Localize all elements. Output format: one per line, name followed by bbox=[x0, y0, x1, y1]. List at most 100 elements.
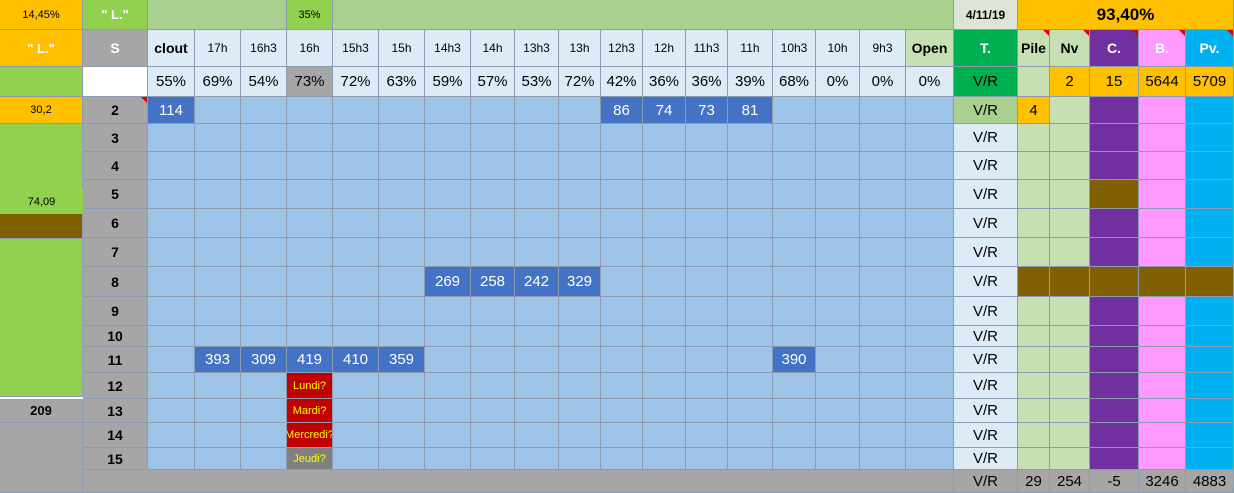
pile-cell[interactable] bbox=[1018, 238, 1050, 267]
b-cell[interactable] bbox=[1139, 97, 1186, 124]
c-cell[interactable] bbox=[1090, 238, 1139, 267]
t-cell[interactable]: V/R bbox=[954, 448, 1018, 470]
c-cell[interactable] bbox=[1090, 373, 1139, 399]
grid-cell[interactable] bbox=[601, 238, 643, 267]
pile-cell[interactable] bbox=[1018, 448, 1050, 470]
footer-gray[interactable] bbox=[83, 470, 954, 493]
grid-cell[interactable] bbox=[471, 180, 515, 209]
grid-cell[interactable] bbox=[425, 423, 471, 448]
grid-cell[interactable] bbox=[241, 326, 287, 347]
b-cell[interactable] bbox=[1139, 448, 1186, 470]
grid-cell[interactable] bbox=[425, 297, 471, 326]
b-cell[interactable] bbox=[1139, 326, 1186, 347]
grid-cell[interactable] bbox=[559, 347, 601, 373]
grid-cell[interactable] bbox=[333, 238, 379, 267]
pv-cell[interactable] bbox=[1186, 180, 1234, 209]
header-col-5[interactable]: 15h bbox=[379, 30, 425, 67]
grid-cell[interactable] bbox=[686, 152, 728, 180]
grid-cell[interactable] bbox=[728, 297, 773, 326]
grid-cell[interactable] bbox=[816, 423, 860, 448]
footer-pv[interactable]: 4883 bbox=[1186, 470, 1234, 493]
grid-cell[interactable] bbox=[425, 373, 471, 399]
header-col-4[interactable]: 15h3 bbox=[333, 30, 379, 67]
grid-cell[interactable] bbox=[816, 124, 860, 152]
left-brown-band[interactable] bbox=[0, 214, 83, 239]
header-nv[interactable]: Nv bbox=[1050, 30, 1090, 67]
c-cell[interactable] bbox=[1090, 423, 1139, 448]
header-col-3[interactable]: 16h bbox=[287, 30, 333, 67]
grid-cell[interactable] bbox=[241, 297, 287, 326]
pile-cell[interactable] bbox=[1018, 297, 1050, 326]
grid-cell[interactable] bbox=[148, 347, 195, 373]
pile-cell[interactable] bbox=[1018, 180, 1050, 209]
grid-cell[interactable] bbox=[728, 399, 773, 423]
grid-cell[interactable] bbox=[686, 399, 728, 423]
grid-cell[interactable] bbox=[860, 97, 906, 124]
header-pv[interactable]: Pv. bbox=[1186, 30, 1234, 67]
grid-cell[interactable] bbox=[379, 267, 425, 297]
grid-cell[interactable] bbox=[195, 423, 241, 448]
grid-cell[interactable] bbox=[471, 152, 515, 180]
t-cell[interactable]: V/R bbox=[954, 209, 1018, 238]
c-cell[interactable] bbox=[1090, 209, 1139, 238]
pv-cell[interactable] bbox=[1186, 124, 1234, 152]
grid-cell[interactable] bbox=[816, 326, 860, 347]
grid-cell[interactable] bbox=[471, 448, 515, 470]
grid-cell[interactable] bbox=[728, 124, 773, 152]
pile-cell[interactable] bbox=[1018, 267, 1050, 297]
grid-cell[interactable] bbox=[559, 152, 601, 180]
footer-pile[interactable]: 29 bbox=[1018, 470, 1050, 493]
t-cell[interactable]: V/R bbox=[954, 238, 1018, 267]
grid-cell[interactable] bbox=[728, 152, 773, 180]
grid-cell[interactable] bbox=[601, 209, 643, 238]
grid-cell[interactable] bbox=[643, 347, 686, 373]
summary-t[interactable]: V/R bbox=[954, 67, 1018, 97]
grid-cell[interactable] bbox=[287, 238, 333, 267]
grid-cell[interactable] bbox=[425, 209, 471, 238]
grid-cell[interactable] bbox=[195, 180, 241, 209]
grid-cell[interactable] bbox=[425, 152, 471, 180]
pile-cell[interactable] bbox=[1018, 152, 1050, 180]
grid-cell[interactable] bbox=[643, 152, 686, 180]
grid-cell[interactable] bbox=[773, 448, 816, 470]
grid-cell[interactable] bbox=[148, 373, 195, 399]
grid-cell[interactable] bbox=[515, 347, 559, 373]
grid-cell[interactable] bbox=[287, 152, 333, 180]
grid-cell[interactable] bbox=[559, 326, 601, 347]
grid-cell[interactable] bbox=[148, 180, 195, 209]
grid-cell[interactable] bbox=[379, 399, 425, 423]
grid-cell[interactable] bbox=[559, 97, 601, 124]
grid-cell[interactable] bbox=[148, 238, 195, 267]
grid-cell[interactable] bbox=[241, 238, 287, 267]
grid-cell[interactable] bbox=[559, 399, 601, 423]
header-col-12[interactable]: 11h3 bbox=[686, 30, 728, 67]
grid-cell[interactable] bbox=[906, 97, 954, 124]
grid-cell[interactable] bbox=[195, 448, 241, 470]
grid-cell[interactable] bbox=[287, 297, 333, 326]
header-col-1[interactable]: 17h bbox=[195, 30, 241, 67]
grid-cell[interactable] bbox=[195, 326, 241, 347]
grid-cell[interactable] bbox=[241, 180, 287, 209]
grid-cell[interactable] bbox=[515, 238, 559, 267]
grid-cell[interactable] bbox=[906, 238, 954, 267]
grid-cell[interactable] bbox=[287, 326, 333, 347]
grid-cell[interactable] bbox=[515, 152, 559, 180]
grid-cell[interactable] bbox=[728, 448, 773, 470]
grid-cell[interactable] bbox=[148, 448, 195, 470]
grid-cell[interactable] bbox=[287, 180, 333, 209]
pct-left-cell[interactable]: 14,45% bbox=[0, 0, 83, 30]
pile-cell[interactable] bbox=[1018, 347, 1050, 373]
grid-cell[interactable] bbox=[686, 124, 728, 152]
pct-cell-16[interactable]: 0% bbox=[860, 67, 906, 97]
grid-cell[interactable] bbox=[241, 124, 287, 152]
c-cell[interactable] bbox=[1090, 399, 1139, 423]
t-cell[interactable]: V/R bbox=[954, 399, 1018, 423]
grid-cell[interactable] bbox=[860, 326, 906, 347]
grid-cell[interactable] bbox=[601, 297, 643, 326]
grid-cell[interactable] bbox=[906, 448, 954, 470]
grid-cell[interactable] bbox=[643, 297, 686, 326]
value-cell[interactable]: 114 bbox=[148, 97, 195, 124]
pct-cell-13[interactable]: 39% bbox=[728, 67, 773, 97]
summary-pv[interactable]: 5709 bbox=[1186, 67, 1234, 97]
header-pile[interactable]: Pile bbox=[1018, 30, 1050, 67]
